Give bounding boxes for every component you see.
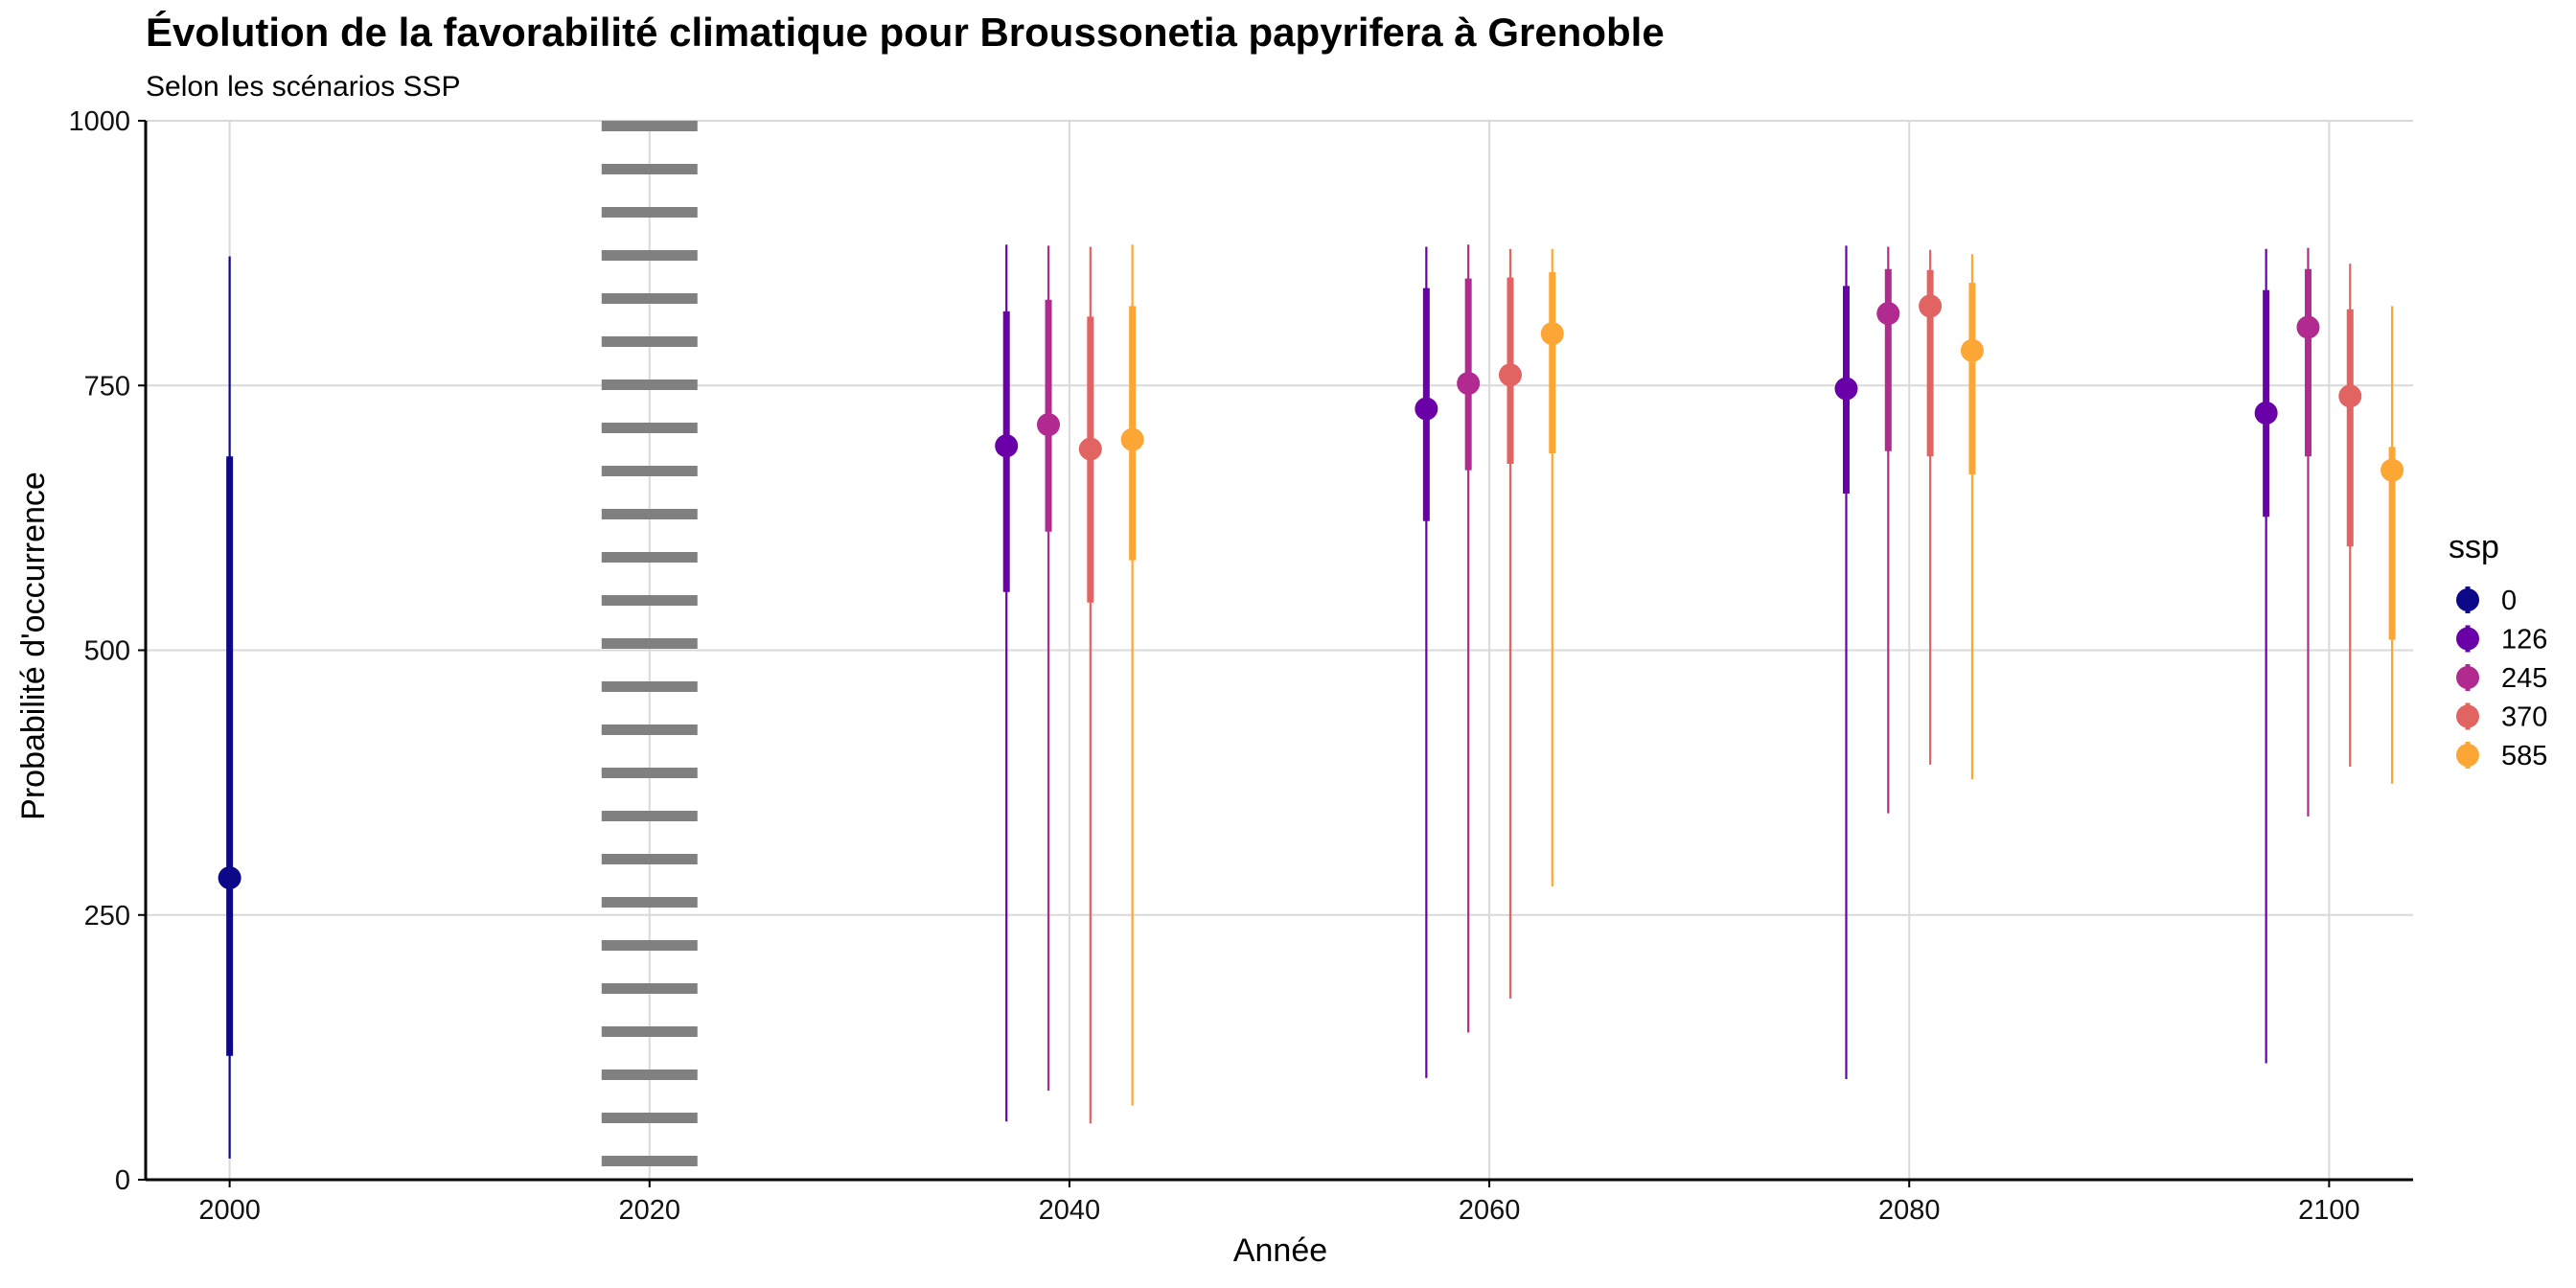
median-point	[1540, 322, 1564, 346]
pointrange-ssp126-2037	[995, 244, 1019, 1122]
legend-key-point	[2456, 627, 2479, 651]
x-tick-label-2080: 2080	[1878, 1195, 1941, 1226]
x-axis-title: Année	[1233, 1232, 1327, 1269]
median-point	[1960, 338, 1984, 362]
median-point	[1078, 437, 1102, 461]
median-point	[995, 434, 1019, 458]
legend-key-point	[2456, 666, 2479, 689]
legend-title: ssp	[2449, 529, 2499, 565]
pointrange-ssp0-2000	[218, 256, 242, 1159]
grid-lines	[146, 120, 2413, 1181]
median-point	[2380, 458, 2404, 482]
legend-items: 0 126 245 370 585	[2456, 586, 2547, 771]
y-tick-label-1000: 1000	[68, 106, 130, 137]
legend: ssp 0 126 245 370 585	[2449, 529, 2547, 771]
chart-subtitle: Selon les scénarios SSP	[146, 71, 461, 103]
tick-labels: 0 250 500 750 1000 2000 2020 2040 2060 2080 2100	[68, 106, 2359, 1226]
legend-item-245: 245	[2456, 663, 2547, 694]
median-point	[2254, 401, 2278, 425]
pointrange-ssp245-2099	[2296, 247, 2320, 816]
y-axis-title: Probabilité d'occurrence	[15, 472, 52, 820]
pointrange-ssp585-2063	[1540, 248, 1564, 886]
x-tick-label-2020: 2020	[619, 1195, 681, 1226]
x-tick-label-2060: 2060	[1459, 1195, 1521, 1226]
x-tick-label-2040: 2040	[1039, 1195, 1101, 1226]
median-point	[2338, 384, 2362, 408]
legend-key-point	[2456, 704, 2479, 728]
median-point	[1919, 294, 1943, 318]
median-point	[218, 866, 242, 890]
pointrange-ssp126-2057	[1414, 246, 1438, 1078]
pointrange-ssp585-2083	[1960, 254, 1984, 780]
legend-label: 370	[2501, 702, 2547, 733]
data-marks	[218, 244, 2404, 1159]
median-point	[1498, 363, 1522, 387]
median-point	[1457, 372, 1481, 396]
legend-label: 126	[2501, 625, 2547, 656]
legend-key-point	[2456, 588, 2479, 611]
pointrange-ssp585-2103	[2380, 306, 2404, 784]
pointrange-ssp585-2043	[1120, 244, 1144, 1106]
legend-key-point	[2456, 744, 2479, 767]
pointrange-ssp126-2077	[1834, 245, 1858, 1080]
y-tick-label-0: 0	[115, 1165, 130, 1196]
median-point	[1037, 413, 1061, 437]
median-point	[2296, 315, 2320, 339]
pointrange-ssp126-2097	[2254, 248, 2278, 1064]
y-tick-label-250: 250	[84, 901, 130, 932]
pointrange-ssp370-2081	[1919, 249, 1943, 765]
median-point	[1414, 397, 1438, 421]
pointrange-ssp245-2039	[1037, 245, 1061, 1092]
median-point	[1876, 302, 1900, 326]
x-tick-label-2100: 2100	[2298, 1195, 2360, 1226]
legend-label: 0	[2501, 586, 2517, 616]
pointrange-ssp370-2061	[1498, 248, 1522, 1000]
chart-title: Évolution de la favorabilité climatique …	[146, 10, 1665, 55]
pointrange-ssp370-2101	[2338, 264, 2362, 768]
legend-item-585: 585	[2456, 741, 2547, 771]
y-tick-label-750: 750	[84, 371, 130, 402]
legend-label: 245	[2501, 663, 2547, 694]
y-tick-label-500: 500	[84, 636, 130, 667]
pointrange-ssp370-2041	[1078, 246, 1102, 1124]
legend-label: 585	[2501, 741, 2547, 771]
pointrange-ssp245-2059	[1457, 244, 1481, 1033]
median-point	[1120, 427, 1144, 451]
median-point	[1834, 377, 1858, 401]
legend-item-370: 370	[2456, 702, 2547, 733]
legend-item-0: 0	[2456, 586, 2517, 616]
legend-item-126: 126	[2456, 625, 2547, 656]
pointrange-ssp245-2079	[1876, 246, 1900, 814]
x-tick-label-2000: 2000	[198, 1195, 261, 1226]
